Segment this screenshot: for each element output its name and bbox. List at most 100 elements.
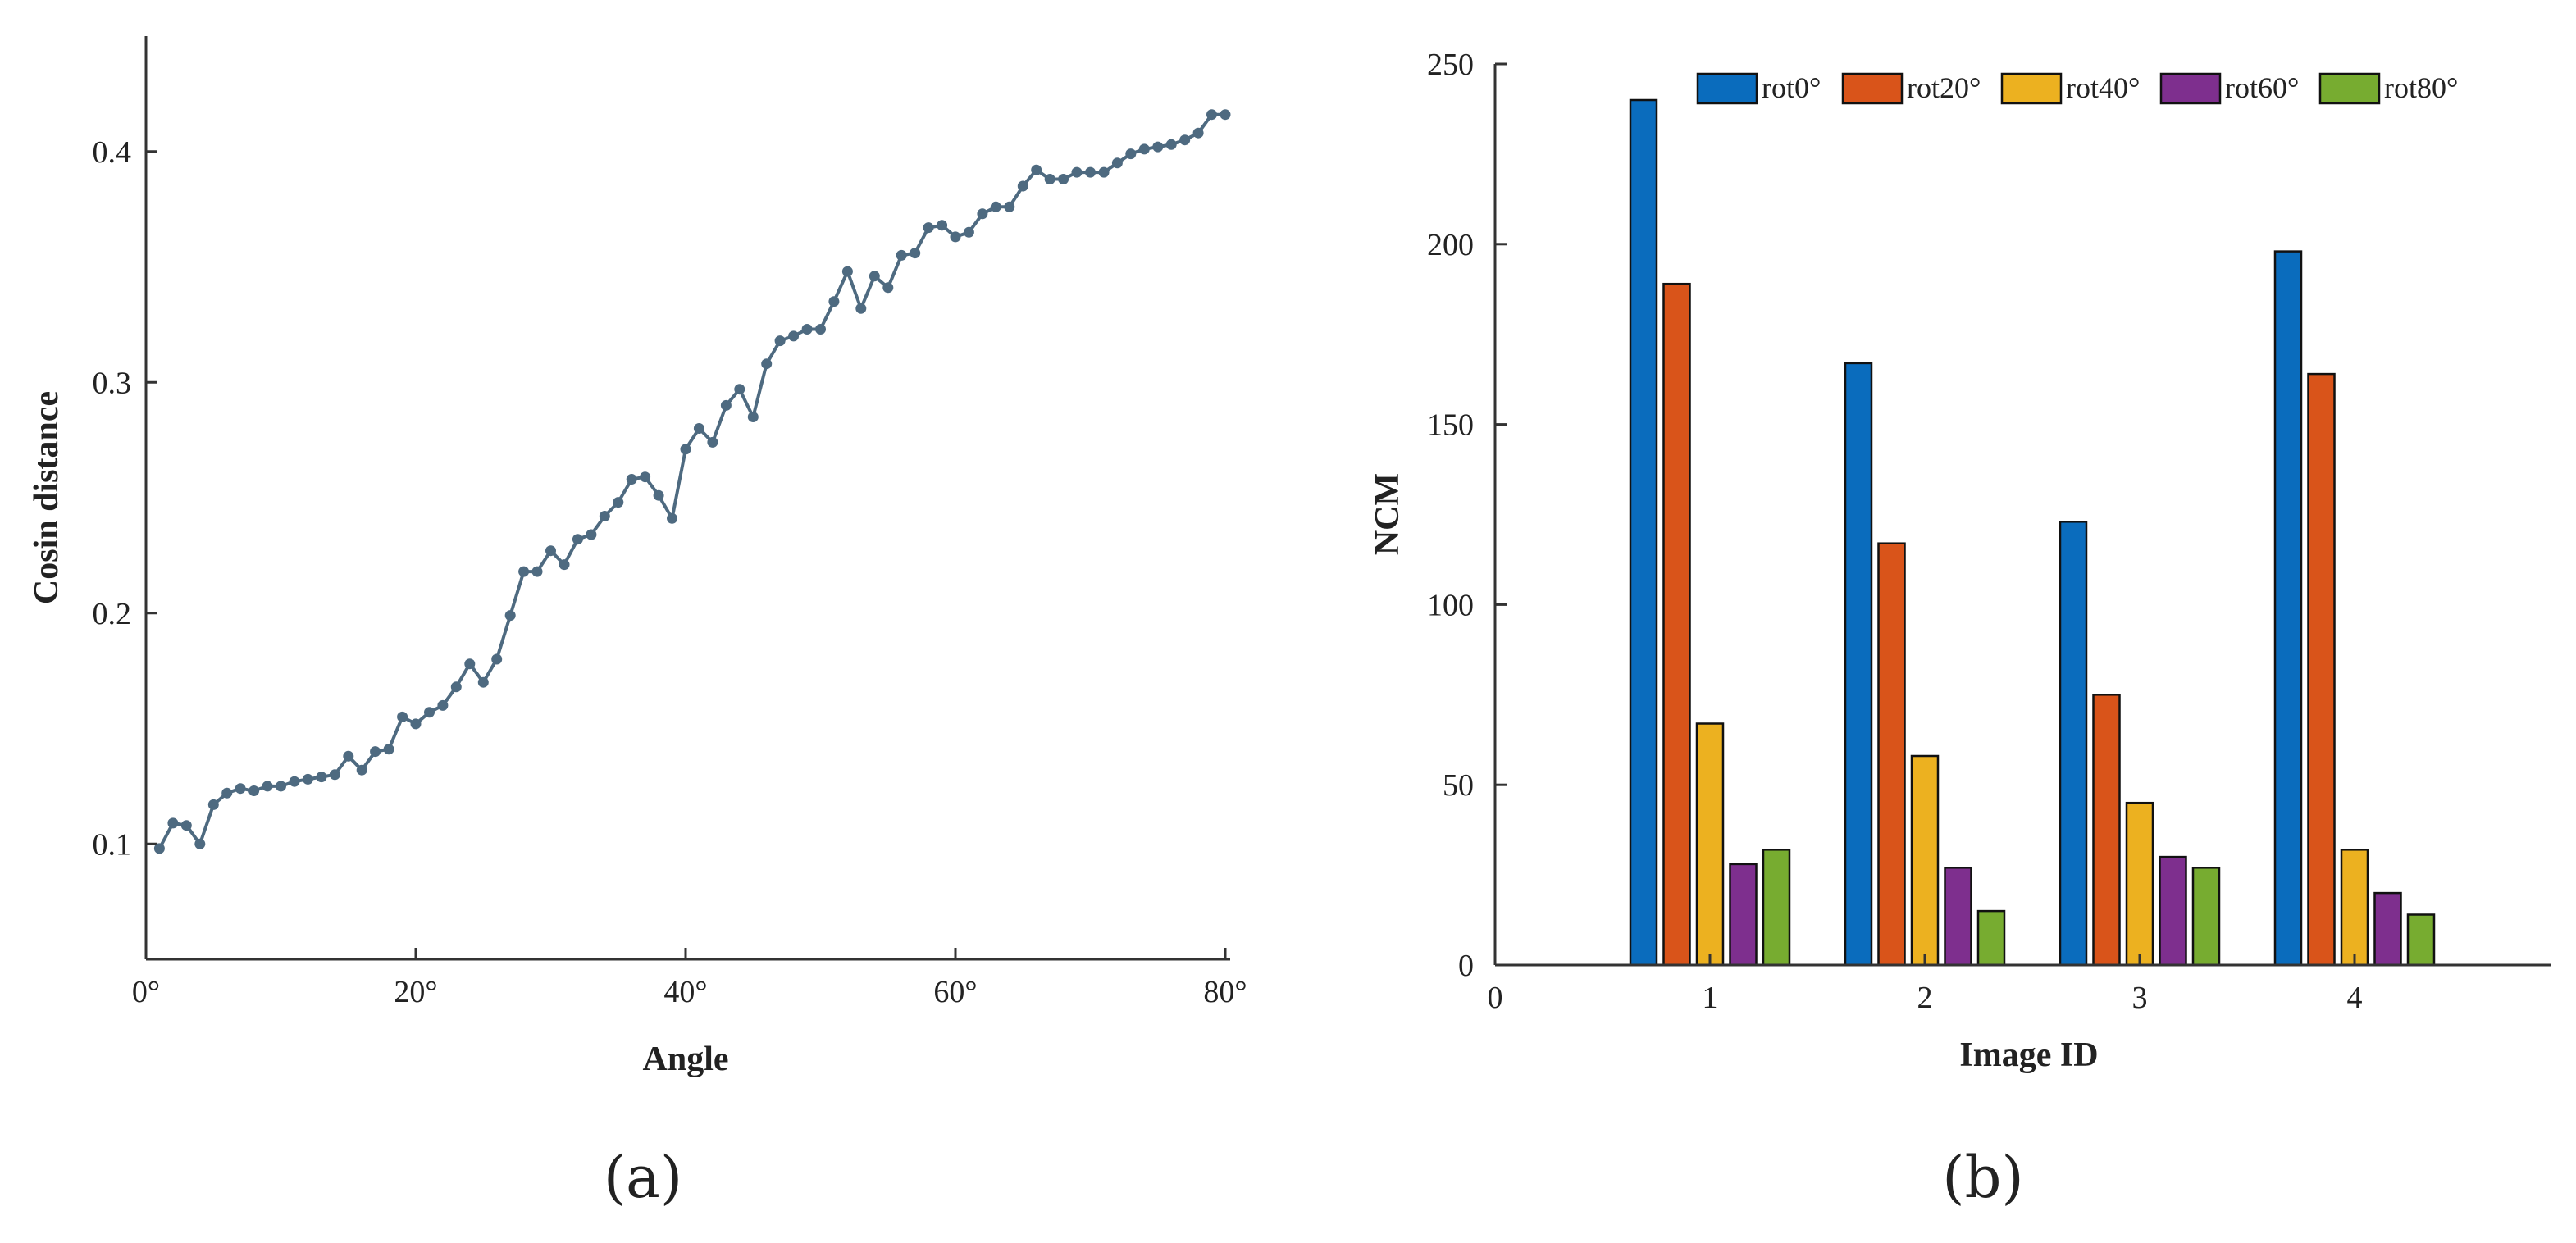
data-point (653, 489, 664, 501)
data-point (153, 843, 165, 854)
x-axis-title: Image ID (1959, 1036, 2098, 1074)
y-axis-title: Cosin distance (28, 391, 66, 604)
data-point (923, 222, 934, 234)
legend-label: rot20° (1907, 71, 1981, 104)
bar (1695, 722, 1725, 967)
data-point (1031, 164, 1042, 175)
data-point (828, 296, 840, 307)
data-point (707, 436, 718, 448)
data-point (680, 444, 691, 455)
data-point (1152, 141, 1164, 153)
y-tick-label: 0.2 (93, 597, 132, 631)
data-point (734, 384, 745, 395)
bar (1976, 909, 2006, 967)
data-point (180, 820, 192, 831)
data-point (1044, 174, 1055, 184)
data-point (276, 781, 286, 792)
y-tick-label: 200 (1427, 228, 1474, 262)
panel-b-label: (b) (1942, 1144, 2023, 1211)
data-point (1111, 157, 1123, 169)
bar (1762, 849, 1791, 967)
legend-label: rot0° (1762, 71, 1821, 104)
legend: rot0° rot20° rot40° rot60° rot80° (1696, 71, 2458, 105)
x-tick-label: 0° (132, 975, 160, 1009)
bar (2159, 855, 2187, 967)
data-point (1206, 109, 1217, 121)
x-tick-label: 0 (1488, 981, 1503, 1015)
y-tick-label: 250 (1427, 48, 1474, 82)
x-tick-label: 3 (2132, 981, 2148, 1015)
data-point (235, 783, 246, 795)
x-tick-label: 4 (2347, 981, 2363, 1015)
data-point (545, 545, 556, 557)
data-point (990, 201, 1001, 212)
data-point (572, 534, 583, 545)
data-point (302, 773, 313, 785)
y-tick-label: 100 (1427, 588, 1474, 622)
data-point (289, 776, 300, 787)
data-point (882, 282, 894, 294)
data-point (397, 711, 408, 722)
data-point (1125, 148, 1137, 160)
data-point (343, 750, 354, 762)
data-point (167, 817, 179, 829)
data-point (262, 781, 273, 792)
data-point (518, 566, 530, 577)
data-point (464, 658, 476, 670)
y-tick-label: 0.3 (93, 366, 132, 400)
y-axis-title: NCM (1369, 473, 1407, 555)
data-point (1098, 166, 1110, 178)
data-point (1058, 174, 1069, 184)
legend-label: rot60° (2225, 71, 2299, 104)
legend-item: rot20° (1841, 71, 1981, 105)
x-tick-label: 60° (933, 975, 977, 1009)
legend-swatch (2159, 72, 2222, 105)
legend-swatch (1696, 72, 1758, 105)
x-tick-label: 20° (394, 975, 437, 1009)
data-point (815, 324, 826, 335)
bar (1844, 362, 1873, 967)
bar-group-3 (2059, 521, 2221, 967)
bar (1910, 754, 1940, 967)
legend-item: rot60° (2159, 71, 2299, 105)
data-point (450, 681, 462, 693)
x-axis-title: Angle (643, 1040, 729, 1078)
data-point (626, 474, 637, 485)
data-point (410, 718, 422, 730)
data-point (896, 249, 907, 261)
data-point (963, 226, 974, 238)
y-ticks: 0 50 100 150 200 250 (1427, 48, 1507, 983)
x-ticks: 0° 20° 40° 60° 80° (132, 948, 1247, 1009)
data-point (437, 699, 449, 711)
data-point (1192, 127, 1204, 139)
panel-a-label: (a) (604, 1144, 682, 1211)
data-point (1004, 201, 1015, 212)
data-point (356, 764, 367, 776)
data-point (761, 358, 773, 370)
data-point (194, 838, 206, 849)
data-point (504, 610, 516, 622)
legend-item: rot40° (2000, 71, 2140, 105)
line-chart-panel-a: 0.1 0.2 0.3 0.4 0° 20° 40° 60° 80° Angle Cosin … (28, 36, 1247, 1211)
legend-swatch (2318, 72, 2381, 105)
data-point (559, 559, 570, 571)
data-point (586, 529, 597, 540)
data-point (950, 231, 961, 243)
y-tick-label: 150 (1427, 408, 1474, 443)
data-point (329, 769, 340, 781)
x-tick-label: 80° (1203, 975, 1247, 1009)
bar (1944, 867, 1972, 967)
data-point (207, 799, 219, 810)
data-point (977, 208, 988, 220)
data-point (1220, 109, 1231, 121)
bar (1662, 282, 1691, 967)
data-point (477, 676, 489, 688)
bar (2340, 849, 2369, 967)
legend-swatch (1841, 72, 1904, 105)
data-point (424, 707, 435, 718)
legend-label: rot80° (2384, 71, 2458, 104)
data-point (720, 399, 732, 411)
data-point (1071, 166, 1083, 178)
